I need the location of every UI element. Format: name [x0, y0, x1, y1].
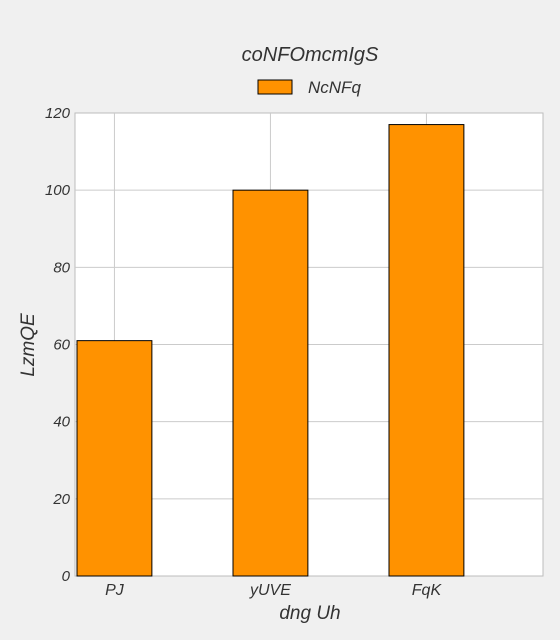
- y-tick-label: 100: [45, 182, 71, 199]
- y-tick-labels: 0 20 40 60 80 100 120: [45, 105, 71, 585]
- y-tick-label: 120: [45, 105, 71, 122]
- x-axis-label: dng Uh: [279, 603, 340, 624]
- bar-PJ: [76, 340, 153, 577]
- chart-title: coNFOmcmIgS: [242, 44, 379, 66]
- legend-swatch: [257, 79, 293, 95]
- y-axis-label: LzmQE: [18, 313, 39, 377]
- bar-FqK: [388, 124, 465, 577]
- y-tick-label: 20: [52, 491, 70, 508]
- legend: NcNFq: [257, 78, 361, 97]
- x-tick-labels: PJ yUVE FqK: [105, 582, 442, 599]
- x-tick-label: FqK: [412, 582, 443, 599]
- x-tick-label: yUVE: [249, 582, 291, 599]
- x-tick-label: PJ: [105, 582, 125, 599]
- bars: [76, 124, 465, 577]
- y-tick-label: 0: [62, 568, 71, 585]
- y-tick-label: 80: [53, 259, 70, 276]
- y-tick-label: 40: [53, 414, 70, 431]
- y-tick-label: 60: [53, 337, 70, 354]
- legend-label: NcNFq: [308, 78, 361, 97]
- bar-yUVE: [232, 189, 309, 577]
